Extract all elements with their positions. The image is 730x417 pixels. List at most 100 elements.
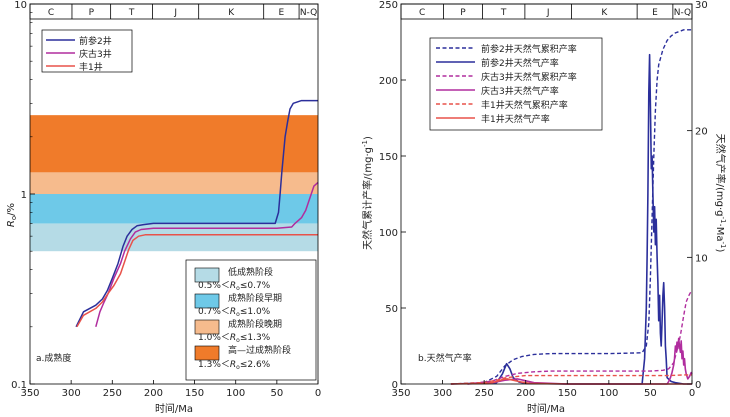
- panel-b-axes: 350 300 250 200 150 100 50 00501001502002500102…: [379, 0, 708, 399]
- svg-text:天然气产率/(mg·g-1·Ma-1): 天然气产率/(mg·g-1·Ma-1): [714, 134, 727, 253]
- b-ytick-right-label-0: 0: [695, 380, 701, 391]
- b-ytick-left-label-100: 100: [379, 228, 398, 239]
- panel-b-x-axis-label: 时间/Ma: [527, 402, 565, 415]
- legend-range-late-mature: 1.0%＜Ro≤1.3%: [198, 333, 271, 344]
- a-period-e: E: [279, 8, 285, 18]
- legend-swatch-early-mature: [194, 293, 220, 309]
- panel-b-frame: [400, 3, 693, 385]
- legend-label-qg3-cum: 庆古3井天然气累积产率: [481, 71, 577, 83]
- legend-range-early-mature: 0.7%＜Ro≤1.0%: [198, 307, 271, 318]
- b-xtick-label-0: 0: [689, 388, 695, 399]
- panel-a-well-legend: 前参2井 庆古3井 丰1井: [41, 29, 133, 73]
- panel-b-label: b.天然气产率: [418, 352, 472, 364]
- legend-swatch-over-mature: [194, 345, 220, 361]
- legend-name-low-mature: 低成熟阶段: [228, 266, 273, 278]
- b-ytick-right-label-30: 30: [695, 0, 708, 11]
- a-period-j: J: [173, 8, 177, 18]
- b-ytick-left-label-200: 200: [379, 76, 398, 87]
- well-legend-box: [41, 29, 133, 73]
- gas-series-line-2: [467, 290, 693, 385]
- a-period-k: K: [228, 8, 235, 18]
- b-period-p: P: [460, 8, 466, 18]
- b-period-j: J: [546, 8, 550, 18]
- b-xtick-label-350: 350: [391, 388, 410, 399]
- panel-b-left-axis-label: 天然气累计产率/(mg·g-1): [361, 136, 374, 250]
- legend-label-qiancan2: 前参2井: [79, 35, 112, 47]
- a-xtick-label-150: 150: [185, 388, 204, 399]
- geologic-period-strip: C P T J K E N-Q: [400, 3, 693, 20]
- panel-a-band-legend: 低成熟阶段 0.5%＜Ro≤0.7% 成熟阶段早期 0.7%＜Ro≤1.0% 成…: [185, 259, 317, 381]
- a-xtick-label-350: 350: [20, 388, 39, 399]
- band-3: [30, 115, 318, 173]
- geologic-period-strip: C P T J K E N-Q: [29, 3, 319, 20]
- b-xtick-label-100: 100: [599, 388, 618, 399]
- legend-swatch-low-mature: [194, 267, 220, 283]
- ro-symbol: R: [6, 220, 17, 227]
- b-xtick-label-300: 300: [433, 388, 452, 399]
- series-line-0: [75, 99, 318, 328]
- ro-unit: /%: [6, 203, 17, 216]
- svg-text:Ro/%: Ro/%: [6, 203, 18, 227]
- b-period-k: K: [601, 8, 608, 18]
- maturity-bands: [30, 115, 318, 252]
- a-ytick-label-0: 0.1: [11, 380, 27, 391]
- b-xtick-label-50: 50: [644, 388, 657, 399]
- legend-label-f1-cum: 丰1井天然气累积产率: [481, 99, 568, 111]
- panel-a-maturity: C P T J K E N-Q 350 300 250 200 150 100 50 0 0.1 1 10 Ro…: [6, 0, 321, 415]
- legend-swatch-late-mature: [194, 319, 220, 335]
- ro-subscript: o: [10, 216, 18, 220]
- a-ytick-label-2: 10: [14, 0, 27, 11]
- panel-a-label: a.成熟度: [36, 352, 71, 364]
- b-period-n-q: N-Q: [674, 8, 691, 18]
- a-xtick-label-0: 0: [315, 388, 321, 399]
- b-ytick-right-label-20: 20: [695, 127, 708, 138]
- a-period-n-q: N-Q: [300, 8, 317, 18]
- svg-text:天然气累计产率/(mg·g-1): 天然气累计产率/(mg·g-1): [361, 136, 374, 250]
- a-xtick-label-200: 200: [144, 388, 163, 399]
- legend-label-qinggu3: 庆古3井: [79, 48, 112, 60]
- b-xtick-label-200: 200: [516, 388, 535, 399]
- gas-series-line-0: [450, 29, 692, 385]
- b-ytick-left-label-250: 250: [379, 0, 398, 11]
- b-xtick-label-250: 250: [475, 388, 494, 399]
- panel-b-gas-yield: C P T J K E N-Q 350 300 250 200 150 100 50 0050100150…: [361, 0, 727, 415]
- a-period-t: T: [128, 8, 135, 18]
- a-period-c: C: [48, 8, 54, 18]
- legend-name-early-mature: 成熟阶段早期: [228, 292, 282, 304]
- b-period-c: C: [419, 8, 425, 18]
- b-xtick-label-150: 150: [558, 388, 577, 399]
- a-xtick-label-300: 300: [62, 388, 81, 399]
- maturity-series: [75, 99, 319, 328]
- a-xtick-label-50: 50: [270, 388, 283, 399]
- b-period-e: E: [652, 8, 658, 18]
- gas-series-line-4: [450, 374, 692, 385]
- legend-label-qg3-rate: 庆古3井天然气产率: [481, 85, 559, 97]
- gas-legend-box: [429, 37, 603, 131]
- legend-range-over-mature: 1.3%＜Ro≤2.6%: [198, 360, 271, 371]
- panel-a-y-axis-label: Ro/%: [6, 203, 18, 227]
- legend-name-over-mature: 高—过成熟阶段: [228, 344, 291, 356]
- legend-range-low-mature: 0.5%＜Ro≤0.7%: [198, 281, 271, 292]
- series-line-1: [95, 181, 319, 327]
- legend-label-qc2-cum: 前参2井天然气累积产率: [481, 43, 577, 55]
- b-ytick-left-label-0: 0: [392, 380, 398, 391]
- a-xtick-label-100: 100: [226, 388, 245, 399]
- legend-name-late-mature: 成熟阶段晚期: [228, 318, 282, 330]
- b-ytick-right-label-10: 10: [695, 253, 708, 264]
- panel-a-x-axis-label: 时间/Ma: [155, 402, 193, 415]
- b-period-t: T: [500, 8, 507, 18]
- band-2: [30, 172, 318, 194]
- b-ytick-left-label-50: 50: [385, 304, 398, 315]
- panel-b-legend: 前参2井天然气累积产率 前参2井天然气产率 庆古3井天然气累积产率 庆古3井天然…: [429, 37, 603, 131]
- legend-label-qc2-rate: 前参2井天然气产率: [481, 57, 559, 69]
- b-ytick-left-label-150: 150: [379, 152, 398, 163]
- a-xtick-label-250: 250: [103, 388, 122, 399]
- a-period-p: P: [89, 8, 95, 18]
- legend-label-feng1: 丰1井: [79, 61, 103, 73]
- band-1: [30, 194, 318, 224]
- a-ytick-label-1: 1: [21, 190, 27, 201]
- series-line-2: [76, 234, 318, 328]
- panel-b-right-axis-label: 天然气产率/(mg·g-1·Ma-1): [714, 134, 727, 253]
- panel-a-axes: 350 300 250 200 150 100 50 0 0.1 1 10: [11, 0, 321, 399]
